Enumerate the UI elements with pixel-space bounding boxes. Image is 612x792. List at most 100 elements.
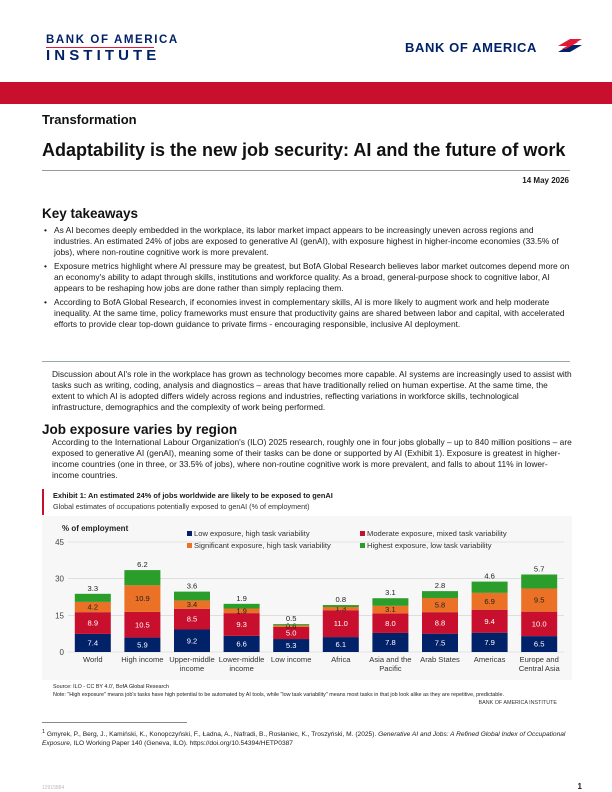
exhibit-accent-bar (42, 489, 44, 515)
institute-logo-rule (46, 47, 154, 48)
footnote-divider (42, 722, 187, 723)
header-band (0, 82, 612, 104)
bar-segment (521, 636, 558, 652)
x-tick-label: Low income (271, 655, 312, 664)
flag-logo-icon (558, 39, 582, 52)
x-tick-label: Asia and the (369, 655, 411, 664)
legend-swatch (187, 543, 192, 548)
bar-segment (372, 613, 409, 633)
footnote-marker: 1 (42, 729, 46, 735)
x-tick-label: Europe and (520, 655, 559, 664)
page-number: 1 (577, 782, 582, 791)
takeaway-item: Exposure metrics highlight where AI pres… (44, 261, 570, 294)
legend-swatch (360, 543, 365, 548)
data-label: 11.0 (334, 619, 348, 628)
x-tick-label: Arab States (420, 655, 460, 664)
page-title: Adaptability is the new job security: AI… (42, 140, 566, 160)
data-label: 0.6 (286, 622, 297, 631)
bar-segment (174, 608, 210, 630)
footnote: 1 Gmyrek, P., Berg, J., Kamiński, K., Ko… (42, 728, 572, 748)
exhibit-note: Note: "High exposure" means job's tasks … (53, 692, 504, 698)
data-label: 9.3 (236, 620, 247, 629)
data-label: 10.5 (135, 620, 150, 629)
institute-logo-bottom: INSTITUTE (46, 47, 161, 64)
bar-segment (174, 600, 210, 609)
data-label: 3.1 (385, 588, 396, 597)
bar-segment (174, 629, 210, 652)
data-label: 5.9 (137, 640, 148, 649)
data-label: 9.5 (534, 596, 545, 605)
legend-swatch (187, 531, 192, 536)
bar-segment (372, 605, 409, 614)
legend-label: Moderate exposure, mixed task variabilit… (367, 529, 507, 538)
key-takeaways-list: As AI becomes deeply embedded in the wor… (44, 225, 570, 333)
exhibit-source: Source: ILO - CC BY 4.0', BofA Global Re… (53, 684, 169, 690)
section-label: Transformation (42, 112, 137, 127)
bar-segment (471, 592, 508, 610)
section-heading: Job exposure varies by region (42, 422, 238, 437)
x-tick-label: Africa (331, 655, 351, 664)
footnote-title: Generative AI and Jobs: A Refined Global… (42, 731, 566, 748)
data-label: 6.6 (236, 640, 247, 649)
data-label: 3.4 (187, 600, 198, 609)
legend-label: Highest exposure, low task variability (367, 541, 492, 550)
bar-segment (74, 593, 111, 602)
data-label: 1.9 (236, 594, 247, 603)
exhibit-subtitle: Global estimates of occupations potentia… (53, 502, 310, 511)
section-body: According to the International Labour Or… (52, 437, 572, 480)
data-label: 5.3 (286, 641, 297, 650)
data-label: 9.2 (187, 636, 198, 645)
bar-segment (322, 605, 359, 608)
data-label: 7.8 (385, 638, 396, 647)
footnote-text: Gmyrek, P., Berg, J., Kamiński, K., Kono… (46, 731, 379, 739)
y-tick-label: 0 (60, 648, 65, 657)
data-label: 1.3 (336, 604, 347, 613)
data-label: 7.4 (88, 639, 99, 648)
x-tick-label: income (180, 664, 204, 673)
data-label: 8.8 (435, 619, 446, 628)
x-tick-label: Pacific (379, 664, 402, 673)
takeaways-divider (42, 361, 570, 362)
bar-segment (124, 585, 161, 612)
data-label: 5.0 (286, 629, 297, 638)
x-tick-label: Lower-middle (219, 655, 265, 664)
x-tick-label: Central Asia (519, 664, 561, 673)
x-tick-label: High income (121, 655, 163, 664)
exhibit-source-brand: BANK OF AMERICA INSTITUTE (478, 700, 557, 706)
data-label: 6.1 (336, 640, 347, 649)
data-label: 4.6 (484, 572, 495, 581)
bar-segment (322, 607, 359, 611)
bar-segment (422, 612, 458, 634)
data-label: 6.2 (137, 560, 148, 569)
data-label: 8.5 (187, 615, 198, 624)
bar-segment (521, 574, 558, 589)
data-label: 3.1 (385, 605, 396, 614)
data-label: 0.8 (336, 595, 347, 604)
takeaway-item: As AI becomes deeply embedded in the wor… (44, 225, 570, 258)
bar-segment (124, 637, 161, 652)
bar-segment (422, 591, 458, 598)
x-tick-label: Americas (474, 655, 506, 664)
institute-logo-top: BANK OF AMERICA (46, 34, 179, 46)
bar-segment (322, 610, 359, 638)
data-label: 10.0 (532, 619, 547, 628)
footnote-doi: , ILO Working Paper 140 (Geneva, ILO). h… (69, 740, 293, 748)
bar-segment (471, 581, 508, 593)
bar-segment (273, 639, 310, 652)
bar-segment (223, 603, 260, 609)
y-tick-label: 45 (55, 538, 64, 547)
x-tick-label: Upper-middle (169, 655, 215, 664)
data-label: 1.9 (236, 606, 247, 615)
bar-segment (124, 611, 161, 638)
legend-label: Significant exposure, high task variabil… (194, 541, 331, 550)
data-label: 6.9 (484, 597, 495, 606)
exhibit-title: Exhibit 1: An estimated 24% of jobs worl… (53, 491, 333, 500)
bar-segment (372, 632, 409, 652)
document-code: 12915884 (42, 785, 65, 791)
bank-of-america-logo: BANK OF AMERICA (405, 40, 538, 55)
bar-segment (223, 635, 260, 652)
bar-segment (124, 570, 161, 586)
data-label: 9.4 (484, 617, 495, 626)
data-label: 0.5 (286, 614, 297, 623)
y-axis-label: % of employment (62, 524, 129, 533)
